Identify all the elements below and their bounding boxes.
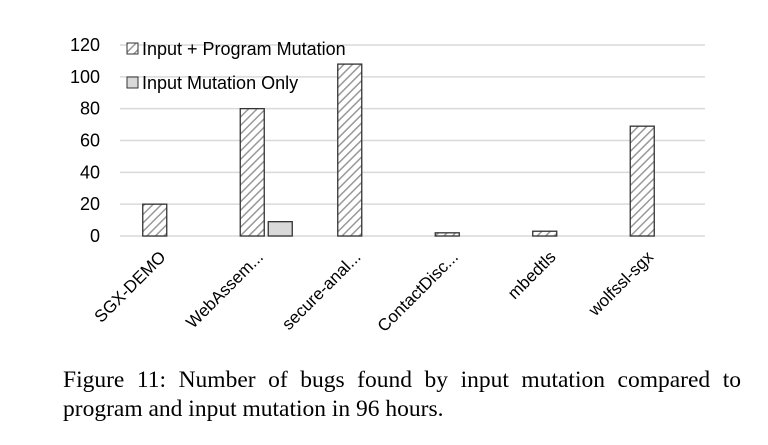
y-tick-label: 100 (70, 67, 100, 87)
y-tick-label: 60 (80, 131, 100, 151)
bar-input-program (337, 63, 363, 237)
bar-input-program (239, 108, 265, 237)
y-tick-label: 0 (90, 226, 100, 246)
x-tick-label: ContactDisc... (374, 247, 462, 335)
x-tick-label: secure-anal... (278, 247, 364, 333)
x-tick-label: WebAssem... (182, 247, 267, 332)
legend-label-1: Input Mutation Only (142, 73, 298, 93)
figure-caption: Figure 11: Number of bugs found by input… (63, 367, 741, 422)
x-tick-label: wolfssl-sgx (584, 247, 657, 320)
y-tick-label: 120 (70, 35, 100, 55)
bar-chart: 0 20 40 60 80 100 120 SGX-DEMO WebAssem... secur… (70, 35, 705, 336)
legend-swatch-hatched (126, 42, 139, 55)
bar-input-program (532, 230, 558, 237)
bar-input-program (629, 125, 655, 237)
legend-swatch-gray (126, 76, 139, 89)
y-tick-label: 20 (80, 194, 100, 214)
bar-input-program (434, 232, 460, 237)
legend-label-0: Input + Program Mutation (142, 39, 346, 59)
x-tick-label: mbedtls (504, 247, 560, 303)
bar-input-program (142, 203, 168, 237)
x-tick-label: SGX-DEMO (91, 247, 170, 326)
bar-input-only (267, 221, 293, 237)
y-tick-label: 80 (80, 99, 100, 119)
y-tick-label: 40 (80, 162, 100, 182)
